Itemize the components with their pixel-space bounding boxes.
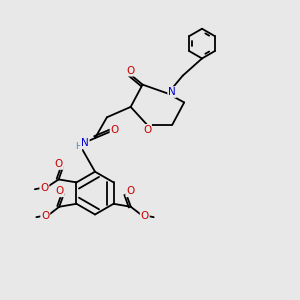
Text: O: O — [56, 186, 64, 196]
Text: O: O — [40, 183, 49, 193]
Text: O: O — [141, 211, 149, 221]
Text: N: N — [81, 138, 89, 148]
Text: O: O — [126, 186, 135, 196]
Text: N: N — [168, 87, 176, 97]
Text: O: O — [126, 66, 134, 76]
Text: O: O — [55, 159, 63, 169]
Text: O: O — [110, 125, 119, 135]
Text: O: O — [41, 211, 50, 221]
Text: O: O — [143, 125, 151, 135]
Text: H: H — [75, 142, 81, 151]
